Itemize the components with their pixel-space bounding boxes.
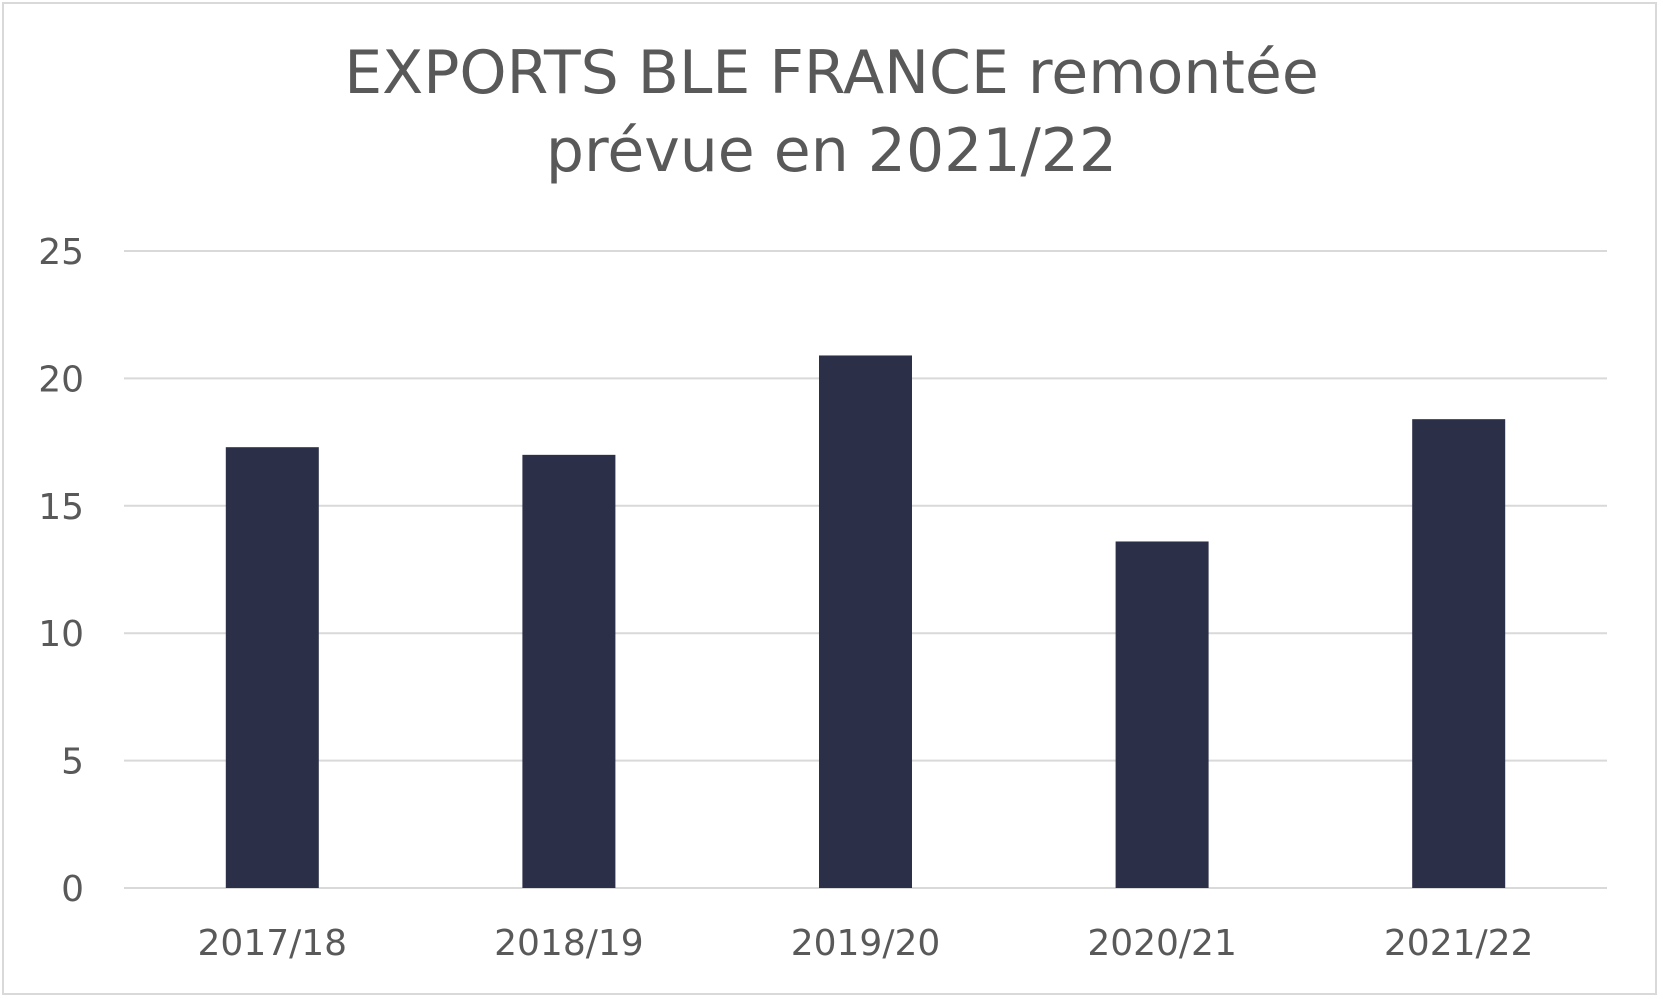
y-tick-label-2: 10: [38, 614, 84, 655]
x-tick-label-2021-22: 2021/22: [1384, 923, 1534, 964]
chart-title-line-1: EXPORTS BLE FRANCE remontée: [344, 38, 1319, 108]
y-tick-label-0: 0: [61, 869, 84, 910]
chart-title: EXPORTS BLE FRANCE remontée prévue en 20…: [0, 34, 1663, 190]
y-tick-label-3: 15: [38, 487, 84, 528]
x-tick-label-2018-19: 2018/19: [494, 923, 644, 964]
x-tick-label-2019-20: 2019/20: [791, 923, 941, 964]
x-axis-ticks: 2017/18 2018/19 2019/20 2020/21 2021/22: [198, 923, 1534, 964]
y-tick-label-4: 20: [38, 359, 84, 400]
bars: [225, 355, 1506, 888]
bar-2021-22: [1412, 419, 1506, 888]
chart-title-line-2: prévue en 2021/22: [545, 116, 1118, 186]
y-axis-ticks: 0 5 10 15 20 25: [38, 232, 84, 910]
bar-2018-19: [522, 454, 616, 888]
y-tick-label-5: 25: [38, 232, 84, 273]
x-tick-label-2017-18: 2017/18: [198, 923, 348, 964]
bar-2019-20: [819, 355, 912, 888]
bar-2020-21: [1115, 541, 1209, 888]
x-tick-label-2020-21: 2020/21: [1087, 923, 1237, 964]
bar-2017-18: [225, 447, 319, 888]
y-tick-label-1: 5: [61, 742, 84, 783]
